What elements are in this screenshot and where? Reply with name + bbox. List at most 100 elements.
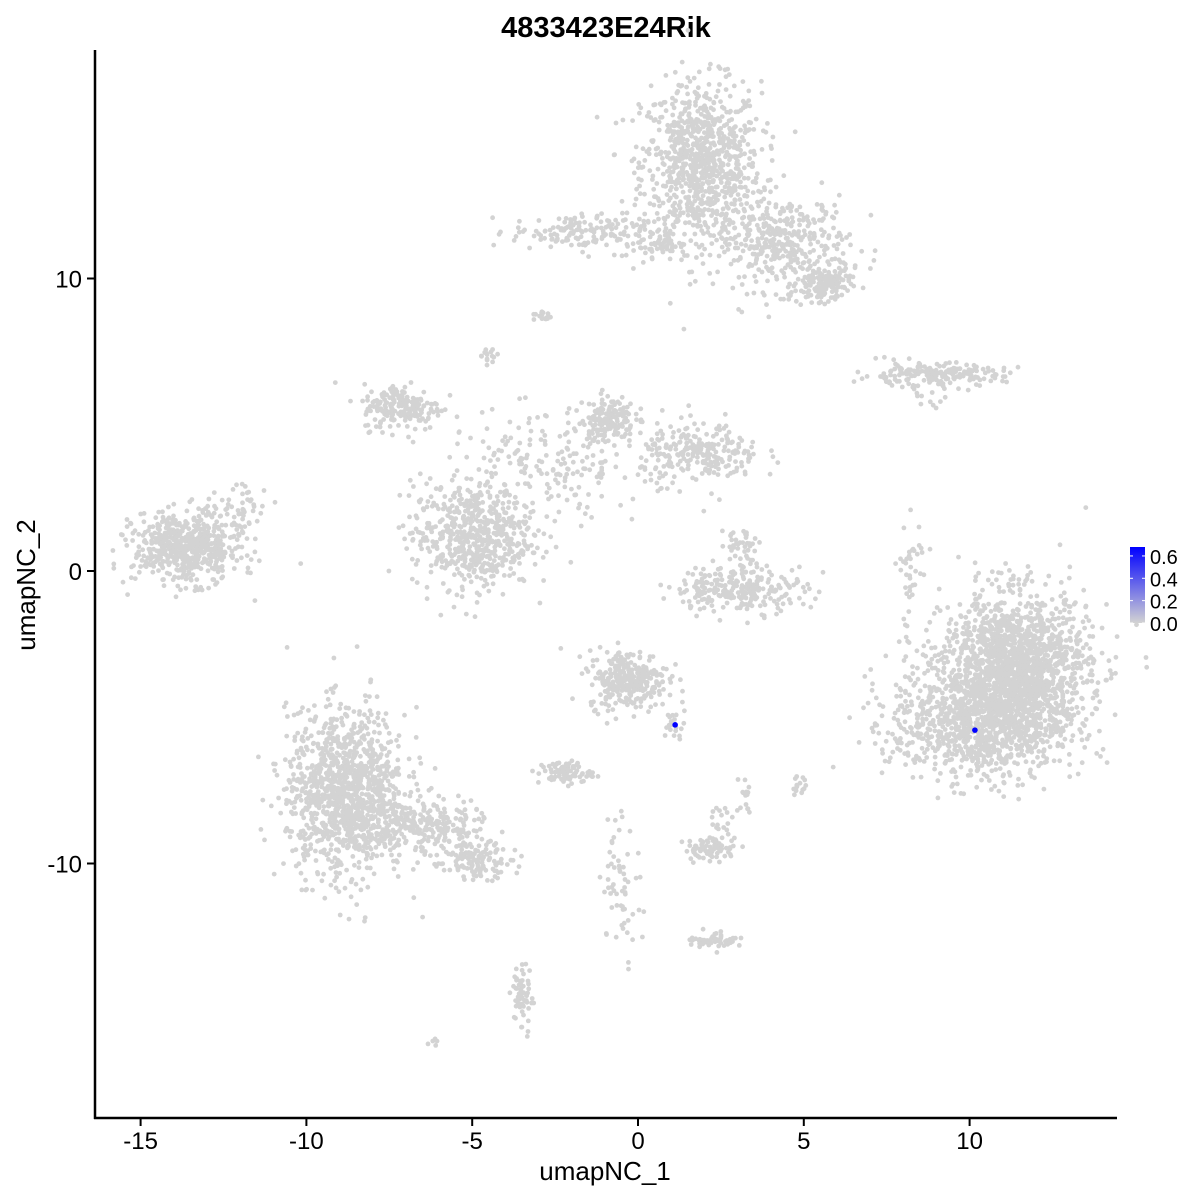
cell-point [506, 499, 512, 505]
cell-point [686, 194, 692, 200]
cell-point [759, 235, 765, 241]
cell-point [797, 204, 803, 210]
cell-point [454, 535, 460, 541]
cell-point [492, 450, 497, 456]
cell-point [589, 226, 594, 231]
cell-point [581, 443, 586, 449]
cell-point [111, 565, 117, 571]
cell-point [410, 538, 415, 543]
cell-point [723, 152, 729, 158]
cell-point [600, 471, 605, 477]
cell-point [615, 399, 621, 405]
cell-point [1075, 710, 1081, 716]
cell-point [985, 365, 991, 371]
cell-point [424, 525, 430, 531]
cell-point [670, 169, 676, 175]
cell-point [508, 559, 514, 565]
cell-point [713, 184, 719, 190]
cell-point [738, 556, 743, 562]
cell-point [631, 170, 637, 176]
cell-point [458, 524, 464, 530]
cell-point [542, 228, 548, 234]
cell-point [707, 151, 712, 157]
cell-point [528, 428, 534, 434]
cell-point [567, 453, 573, 459]
cell-point [925, 639, 931, 644]
cell-point [624, 210, 630, 216]
cell-point [832, 202, 837, 208]
cell-point [528, 473, 533, 479]
cell-point [619, 198, 625, 204]
cell-point [695, 454, 700, 460]
cell-point [489, 406, 495, 412]
cell-point [435, 413, 441, 418]
cell-point [184, 536, 190, 542]
cell-point [544, 549, 549, 555]
cell-point [459, 572, 465, 578]
cell-point [921, 377, 927, 383]
cell-point [683, 148, 689, 154]
cell-point [656, 127, 662, 133]
cell-point [706, 207, 711, 213]
cell-point [714, 426, 719, 432]
cell-point [491, 500, 497, 506]
cell-point [899, 384, 905, 390]
cell-point [241, 513, 246, 518]
cell-point [752, 273, 758, 279]
cell-point [943, 361, 949, 366]
cell-point [493, 542, 499, 548]
cell-point [517, 561, 522, 566]
cell-point [739, 185, 744, 190]
cell-point [819, 180, 825, 186]
cell-point [128, 520, 133, 526]
cell-point [709, 581, 715, 587]
cell-point [662, 221, 668, 227]
cell-point [957, 602, 963, 607]
cell-point [776, 249, 781, 255]
cell-point [748, 561, 753, 567]
cell-point [682, 231, 687, 237]
cell-point [420, 536, 426, 541]
cell-point [948, 367, 954, 372]
cell-point [640, 164, 646, 170]
cell-point [686, 113, 692, 118]
cell-point [680, 173, 686, 179]
cell-point [124, 517, 130, 522]
cell-point [693, 102, 698, 108]
cell-point [555, 458, 561, 464]
cell-point [740, 221, 745, 227]
cell-point [688, 117, 694, 122]
cell-point [762, 602, 768, 608]
cell-point [613, 225, 619, 231]
cell-point [667, 300, 673, 306]
cell-point [808, 604, 814, 610]
cell-point [498, 489, 503, 495]
cell-point [973, 596, 978, 602]
cell-point [524, 455, 529, 461]
cell-point [427, 476, 433, 481]
cell-point [729, 576, 735, 582]
cell-point [141, 519, 147, 525]
cell-point [655, 166, 661, 172]
cell-point [492, 464, 497, 469]
cell-point [161, 537, 167, 543]
cell-point [599, 493, 605, 499]
cell-point [474, 590, 480, 596]
cell-point [556, 216, 562, 222]
cell-point [728, 261, 734, 267]
cell-point [709, 213, 714, 219]
cell-point [733, 109, 739, 115]
cell-point [765, 278, 770, 284]
cell-point [742, 469, 748, 475]
cell-point [587, 467, 593, 473]
cell-point [723, 227, 728, 233]
cell-point [738, 241, 744, 247]
cell-point [654, 211, 660, 216]
cell-point [723, 423, 729, 429]
cell-point [695, 183, 700, 189]
cell-point [764, 212, 770, 218]
cell-point [187, 540, 193, 546]
cell-point [705, 229, 711, 235]
cell-point [673, 446, 679, 452]
cell-point [520, 552, 526, 557]
